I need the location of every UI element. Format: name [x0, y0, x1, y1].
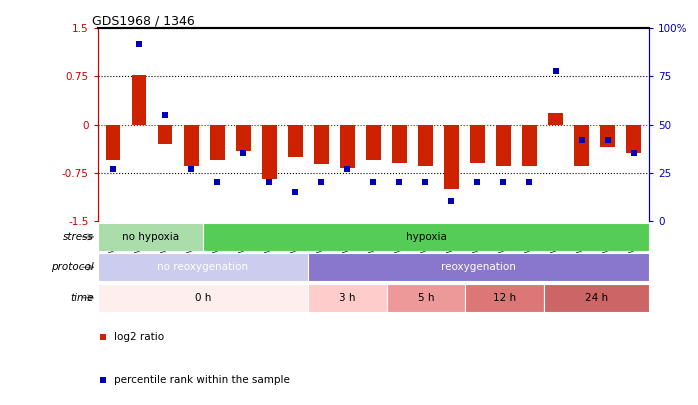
Bar — [106, 124, 121, 160]
Text: no hypoxia: no hypoxia — [121, 232, 179, 242]
Bar — [544, 284, 649, 312]
Bar — [202, 223, 649, 251]
Bar — [522, 124, 537, 166]
Bar — [366, 124, 380, 160]
Bar — [626, 124, 641, 153]
Text: 0 h: 0 h — [195, 293, 211, 303]
Bar — [262, 124, 276, 179]
Text: reoxygenation: reoxygenation — [441, 262, 516, 272]
Text: 3 h: 3 h — [339, 293, 355, 303]
Text: percentile rank within the sample: percentile rank within the sample — [114, 375, 290, 385]
Bar — [418, 124, 433, 166]
Text: no reoxygenation: no reoxygenation — [157, 262, 248, 272]
Text: 12 h: 12 h — [493, 293, 517, 303]
Bar — [308, 284, 387, 312]
Bar — [98, 223, 202, 251]
Bar — [210, 124, 225, 160]
Text: 5 h: 5 h — [417, 293, 434, 303]
Bar — [600, 124, 615, 147]
Bar — [470, 124, 484, 163]
Bar — [387, 284, 466, 312]
Bar — [574, 124, 588, 166]
Text: log2 ratio: log2 ratio — [114, 332, 165, 342]
Bar — [314, 124, 329, 164]
Bar — [184, 124, 198, 166]
Text: stress: stress — [63, 232, 94, 242]
Bar — [466, 284, 544, 312]
Bar — [392, 124, 407, 163]
Bar — [158, 124, 172, 144]
Bar — [132, 75, 147, 124]
Text: GDS1968 / 1346: GDS1968 / 1346 — [92, 14, 195, 27]
Bar — [98, 253, 308, 281]
Bar — [445, 124, 459, 189]
Bar — [549, 113, 563, 124]
Text: time: time — [70, 293, 94, 303]
Bar — [98, 284, 308, 312]
Text: 24 h: 24 h — [585, 293, 608, 303]
Text: protocol: protocol — [51, 262, 94, 272]
Bar — [308, 253, 649, 281]
Bar — [340, 124, 355, 168]
Bar — [496, 124, 511, 166]
Text: hypoxia: hypoxia — [406, 232, 447, 242]
Bar — [236, 124, 251, 151]
Bar — [288, 124, 302, 157]
